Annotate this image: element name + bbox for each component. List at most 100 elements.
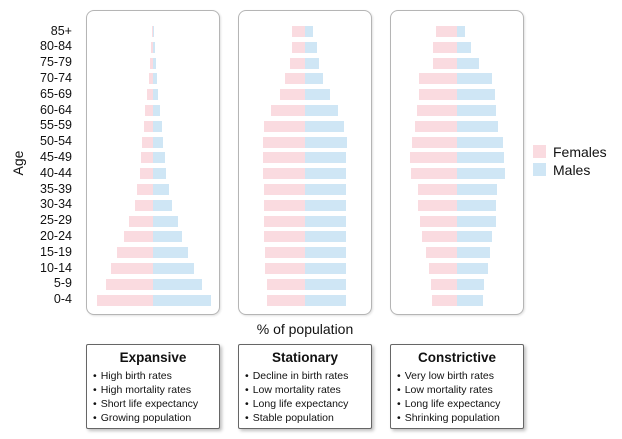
male-bar-5-9 — [153, 278, 202, 290]
female-bar-5-9 — [106, 278, 153, 290]
male-bar-65-69 — [153, 89, 158, 101]
male-bar-25-29 — [153, 215, 178, 227]
female-bar-30-34 — [264, 199, 305, 211]
male-bar-50-54 — [305, 136, 347, 148]
bullet-item: Stable population — [245, 411, 371, 425]
female-bar-65-69 — [147, 89, 153, 101]
female-bar-5-9 — [267, 278, 305, 290]
bullet-item: High mortality rates — [93, 383, 219, 397]
male-bar-60-64 — [305, 105, 338, 116]
female-bar-55-59 — [415, 120, 457, 132]
male-bar-85+ — [153, 26, 154, 37]
female-bar-65-69 — [419, 89, 457, 101]
female-bar-60-64 — [271, 105, 305, 116]
male-bar-55-59 — [305, 120, 344, 132]
age-tick-label: 50-54 — [40, 134, 72, 149]
male-bar-45-49 — [305, 152, 346, 164]
female-bar-15-19 — [265, 247, 305, 259]
male-bar-80-84 — [457, 41, 471, 53]
male-bar-30-34 — [457, 199, 496, 211]
female-bar-30-34 — [418, 199, 457, 211]
male-bar-55-59 — [457, 120, 498, 132]
female-bar-75-79 — [290, 57, 305, 69]
female-bar-15-19 — [426, 247, 457, 259]
male-bar-15-19 — [153, 247, 188, 259]
male-bar-70-74 — [153, 73, 157, 85]
age-tick-label: 45-49 — [40, 149, 72, 164]
bullet-item: Low mortality rates — [397, 383, 523, 397]
male-bar-5-9 — [457, 278, 484, 290]
bullet-item: Long life expectancy — [245, 397, 371, 411]
female-bar-40-44 — [411, 168, 457, 180]
age-tick-label: 20-24 — [40, 228, 72, 243]
male-bar-75-79 — [153, 57, 156, 69]
female-bar-80-84 — [433, 41, 457, 53]
female-bar-20-24 — [124, 231, 153, 243]
stationary-description-box: Stationary Decline in birth rates Low mo… — [238, 344, 372, 429]
male-bar-65-69 — [305, 89, 330, 101]
male-bar-30-34 — [153, 199, 172, 211]
stationary-pyramid-panel — [238, 10, 372, 315]
female-bar-25-29 — [420, 215, 457, 227]
female-bar-80-84 — [292, 41, 305, 53]
female-bar-55-59 — [144, 120, 153, 132]
female-bar-80-84 — [151, 41, 153, 53]
male-bar-0-4 — [457, 294, 483, 306]
legend-label-females: Females — [553, 144, 607, 160]
age-tick-label: 15-19 — [40, 244, 72, 259]
female-bar-30-34 — [135, 199, 153, 211]
age-tick-label: 85+ — [50, 23, 72, 38]
age-tick-label: 65-69 — [40, 86, 72, 101]
female-bar-0-4 — [97, 294, 153, 306]
bullet-list: High birth rates High mortality rates Sh… — [93, 369, 219, 425]
male-bar-20-24 — [305, 231, 346, 243]
male-bar-50-54 — [153, 136, 163, 148]
female-bar-50-54 — [412, 136, 457, 148]
male-bar-10-14 — [153, 263, 194, 274]
bullet-item: Short life expectancy — [93, 397, 219, 411]
male-bar-50-54 — [457, 136, 503, 148]
female-bar-25-29 — [129, 215, 153, 227]
bullet-item: Long life expectancy — [397, 397, 523, 411]
male-bar-70-74 — [457, 73, 492, 85]
age-tick-label: 5-9 — [53, 276, 72, 291]
female-bar-35-39 — [418, 184, 457, 195]
age-tick-label: 25-29 — [40, 213, 72, 228]
female-bar-10-14 — [265, 263, 305, 274]
age-tick-label: 0-4 — [53, 292, 72, 307]
female-bar-60-64 — [145, 105, 153, 116]
female-bar-40-44 — [140, 168, 153, 180]
female-bar-70-74 — [149, 73, 153, 85]
male-bar-80-84 — [153, 41, 155, 53]
bullet-item: Shrinking population — [397, 411, 523, 425]
male-bar-15-19 — [457, 247, 490, 259]
female-bar-10-14 — [111, 263, 153, 274]
constrictive-pyramid-panel — [390, 10, 524, 315]
female-bar-55-59 — [264, 120, 305, 132]
female-bar-60-64 — [417, 105, 457, 116]
male-bar-40-44 — [305, 168, 346, 180]
age-tick-label: 60-64 — [40, 102, 72, 117]
age-tick-label: 40-44 — [40, 165, 72, 180]
female-bar-20-24 — [264, 231, 305, 243]
female-bar-85+ — [152, 26, 153, 37]
male-bar-70-74 — [305, 73, 323, 85]
pyramid-title: Expansive — [119, 350, 187, 365]
female-bar-45-49 — [141, 152, 153, 164]
female-bar-70-74 — [285, 73, 305, 85]
age-tick-label: 80-84 — [40, 39, 72, 54]
female-bar-50-54 — [142, 136, 153, 148]
male-bar-75-79 — [457, 57, 479, 69]
male-bar-35-39 — [305, 184, 346, 195]
bullet-item: Very low birth rates — [397, 369, 523, 383]
age-tick-label: 55-59 — [40, 118, 72, 133]
male-bar-10-14 — [457, 263, 488, 274]
expansive-pyramid-panel — [86, 10, 220, 315]
male-bar-15-19 — [305, 247, 346, 259]
female-bar-0-4 — [432, 294, 457, 306]
female-bar-75-79 — [433, 57, 457, 69]
male-bar-10-14 — [305, 263, 346, 274]
male-bar-80-84 — [305, 41, 317, 53]
x-axis-title: % of population — [256, 321, 354, 337]
